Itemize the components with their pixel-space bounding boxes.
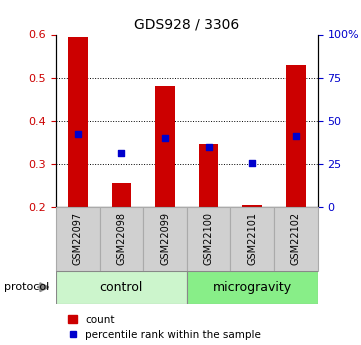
Text: protocol: protocol <box>4 282 49 292</box>
Bar <box>143 207 187 271</box>
Point <box>118 150 124 156</box>
Bar <box>56 271 187 304</box>
Title: GDS928 / 3306: GDS928 / 3306 <box>134 18 239 32</box>
Bar <box>274 207 318 271</box>
Text: GSM22099: GSM22099 <box>160 213 170 265</box>
Text: GSM22098: GSM22098 <box>116 213 126 265</box>
Bar <box>199 145 218 207</box>
Point <box>206 144 212 149</box>
Text: GSM22101: GSM22101 <box>247 213 257 265</box>
Bar <box>286 65 306 207</box>
Text: microgravity: microgravity <box>213 281 292 294</box>
Point <box>75 131 81 136</box>
Bar <box>230 207 274 271</box>
Point <box>293 133 299 139</box>
Bar <box>68 37 88 207</box>
Point <box>162 135 168 141</box>
Text: GSM22100: GSM22100 <box>204 213 214 265</box>
Point <box>249 160 255 166</box>
Bar <box>100 207 143 271</box>
Bar <box>155 86 175 207</box>
Bar <box>187 207 230 271</box>
Text: GSM22097: GSM22097 <box>73 213 83 265</box>
Bar <box>243 205 262 207</box>
Bar <box>56 207 100 271</box>
Legend: count, percentile rank within the sample: count, percentile rank within the sample <box>68 315 261 340</box>
Bar <box>112 183 131 207</box>
Bar <box>187 271 318 304</box>
Text: GSM22102: GSM22102 <box>291 213 301 265</box>
Text: control: control <box>100 281 143 294</box>
